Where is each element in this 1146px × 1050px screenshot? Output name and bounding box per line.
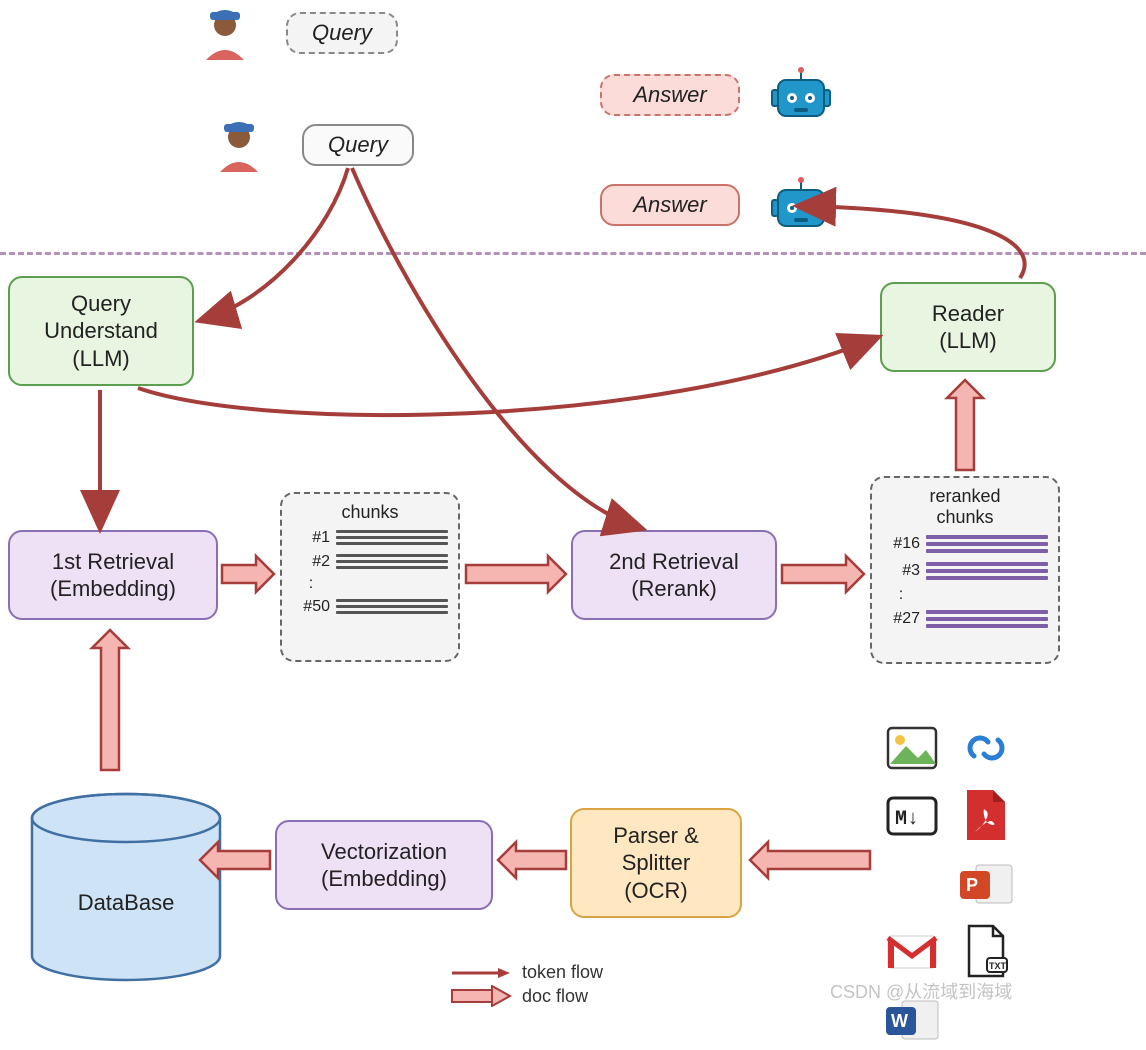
edge-reader-to-answer: [800, 206, 1025, 278]
pdf-icon: [963, 788, 1009, 844]
user-icon: [210, 116, 268, 174]
parser-node: Parser & Splitter (OCR): [570, 808, 742, 918]
section-divider: [0, 252, 1146, 255]
gmail-icon: [886, 932, 938, 972]
edge-db-to-retrieval1: [92, 630, 128, 770]
edge-chunks-to-retrieval2: [466, 556, 566, 592]
svg-text:W: W: [891, 1011, 908, 1031]
robot-icon: [770, 66, 832, 126]
database-label: DataBase: [26, 890, 226, 916]
edge-files-to-parser: [750, 842, 870, 878]
answer-node-dashed: Answer: [600, 74, 740, 116]
robot-icon: [770, 176, 832, 236]
edge-retrieval2-to-reranked: [782, 556, 864, 592]
query-understand-node: Query Understand (LLM): [8, 276, 194, 386]
query-node-dashed: Query: [286, 12, 398, 54]
svg-text:M↓: M↓: [895, 808, 919, 831]
edge-parser-to-vectorization: [498, 842, 566, 878]
watermark: CSDN @从流域到海域: [830, 978, 1012, 1004]
reranked-title: reranked chunks: [882, 486, 1048, 528]
link-icon: [960, 726, 1012, 770]
user-icon: [196, 4, 254, 62]
edge-understand-to-reader: [138, 338, 876, 415]
svg-text:P: P: [966, 875, 978, 895]
reader-node: Reader (LLM): [880, 282, 1056, 372]
query-node: Query: [302, 124, 414, 166]
vectorization-node: Vectorization (Embedding): [275, 820, 493, 910]
edge-query-to-understand: [202, 168, 348, 320]
answer-node: Answer: [600, 184, 740, 226]
legend-doc-label: doc flow: [522, 986, 588, 1007]
edge-reranked-to-reader: [947, 380, 983, 470]
retrieval2-node: 2nd Retrieval (Rerank): [571, 530, 777, 620]
edge-retrieval1-to-chunks: [222, 556, 274, 592]
ppt-icon: P: [958, 859, 1014, 909]
txt-icon: TXT: [963, 924, 1009, 980]
image-file-icon: [886, 726, 938, 770]
reranked-chunks-box: reranked chunks #16 #3 : #27: [870, 476, 1060, 664]
legend: token flow doc flow: [450, 960, 603, 1009]
markdown-icon: M↓: [886, 796, 938, 836]
edge-query-to-retrieval2: [352, 168, 640, 528]
legend-token-label: token flow: [522, 962, 603, 983]
retrieval1-node: 1st Retrieval (Embedding): [8, 530, 218, 620]
chunks-title: chunks: [292, 502, 448, 523]
svg-text:TXT: TXT: [989, 961, 1007, 971]
chunks-box: chunks #1 #2 : #50: [280, 492, 460, 662]
